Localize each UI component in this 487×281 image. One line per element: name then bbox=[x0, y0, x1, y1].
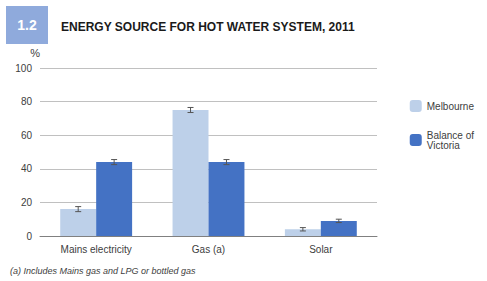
svg-text:Melbourne: Melbourne bbox=[427, 101, 475, 112]
svg-text:1.2: 1.2 bbox=[17, 17, 37, 33]
svg-text:Solar: Solar bbox=[309, 244, 333, 255]
svg-text:%: % bbox=[30, 47, 40, 59]
svg-text:100: 100 bbox=[15, 63, 32, 74]
svg-text:(a) Includes Mains gas and LPG: (a) Includes Mains gas and LPG or bottle… bbox=[10, 266, 196, 276]
svg-text:ENERGY SOURCE FOR HOT WATER SY: ENERGY SOURCE FOR HOT WATER SYSTEM, 2011 bbox=[61, 20, 355, 34]
svg-text:60: 60 bbox=[21, 130, 33, 141]
svg-text:80: 80 bbox=[21, 96, 33, 107]
svg-text:Mains electricity: Mains electricity bbox=[61, 244, 132, 255]
svg-text:0: 0 bbox=[26, 231, 32, 242]
svg-text:40: 40 bbox=[21, 163, 33, 174]
svg-text:20: 20 bbox=[21, 197, 33, 208]
svg-text:Victoria: Victoria bbox=[427, 140, 461, 151]
svg-text:Gas (a): Gas (a) bbox=[192, 244, 225, 255]
svg-text:Balance of: Balance of bbox=[426, 129, 474, 141]
